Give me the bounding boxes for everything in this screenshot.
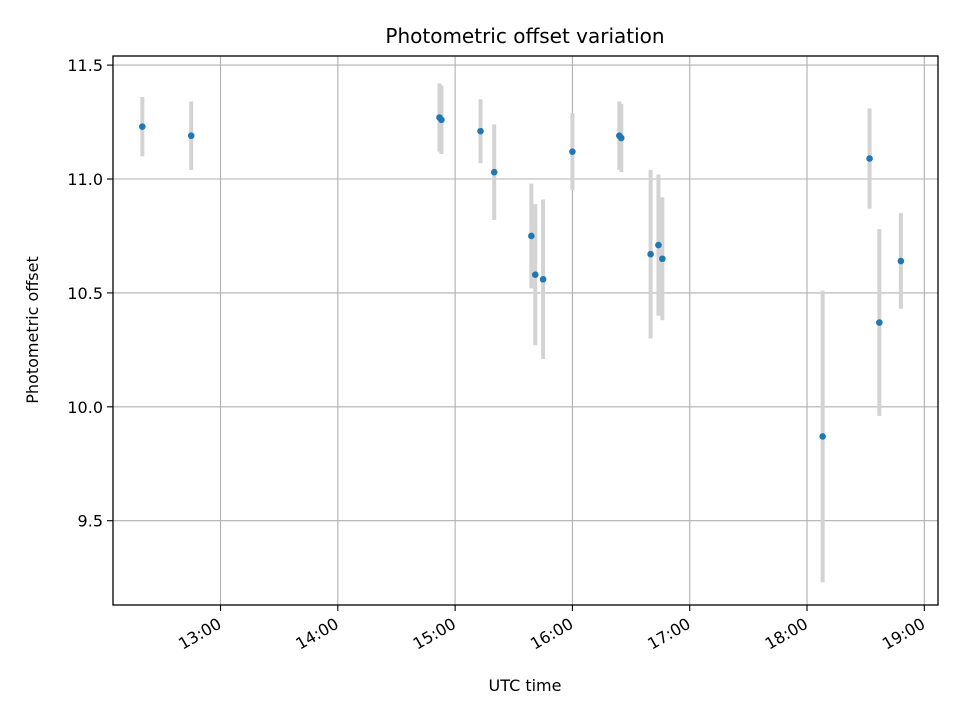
data-point: [531, 271, 539, 278]
data-point: [655, 241, 662, 249]
grid-lines: [113, 56, 938, 605]
y-tick-label: 10.5: [67, 284, 103, 303]
data-point: [539, 275, 547, 283]
x-axis-label: UTC time: [489, 676, 562, 695]
y-axis-label: Photometric offset: [23, 256, 42, 404]
data-point: [438, 116, 445, 124]
data-point: [569, 148, 576, 155]
data-point: [819, 433, 826, 440]
data-point: [659, 255, 666, 263]
chart-title: Photometric offset variation: [385, 24, 664, 48]
y-tick-label: 11.5: [67, 56, 103, 75]
y-tick-label: 10.0: [67, 398, 103, 417]
data-points: [139, 114, 905, 440]
data-point: [647, 250, 654, 258]
data-point: [897, 257, 905, 265]
data-point: [477, 127, 484, 135]
data-point: [139, 123, 146, 130]
data-point: [187, 132, 195, 140]
data-point: [617, 134, 625, 142]
data-point: [866, 155, 873, 162]
data-point: [876, 319, 883, 326]
y-tick-label: 11.0: [67, 170, 103, 189]
plot-frame: [112, 55, 939, 606]
data-point: [528, 232, 535, 240]
y-axis-ticks: 9.5 10.0 10.5 11.0 11.5: [67, 56, 113, 531]
y-tick-label: 9.5: [78, 512, 103, 531]
data-point: [490, 168, 498, 176]
